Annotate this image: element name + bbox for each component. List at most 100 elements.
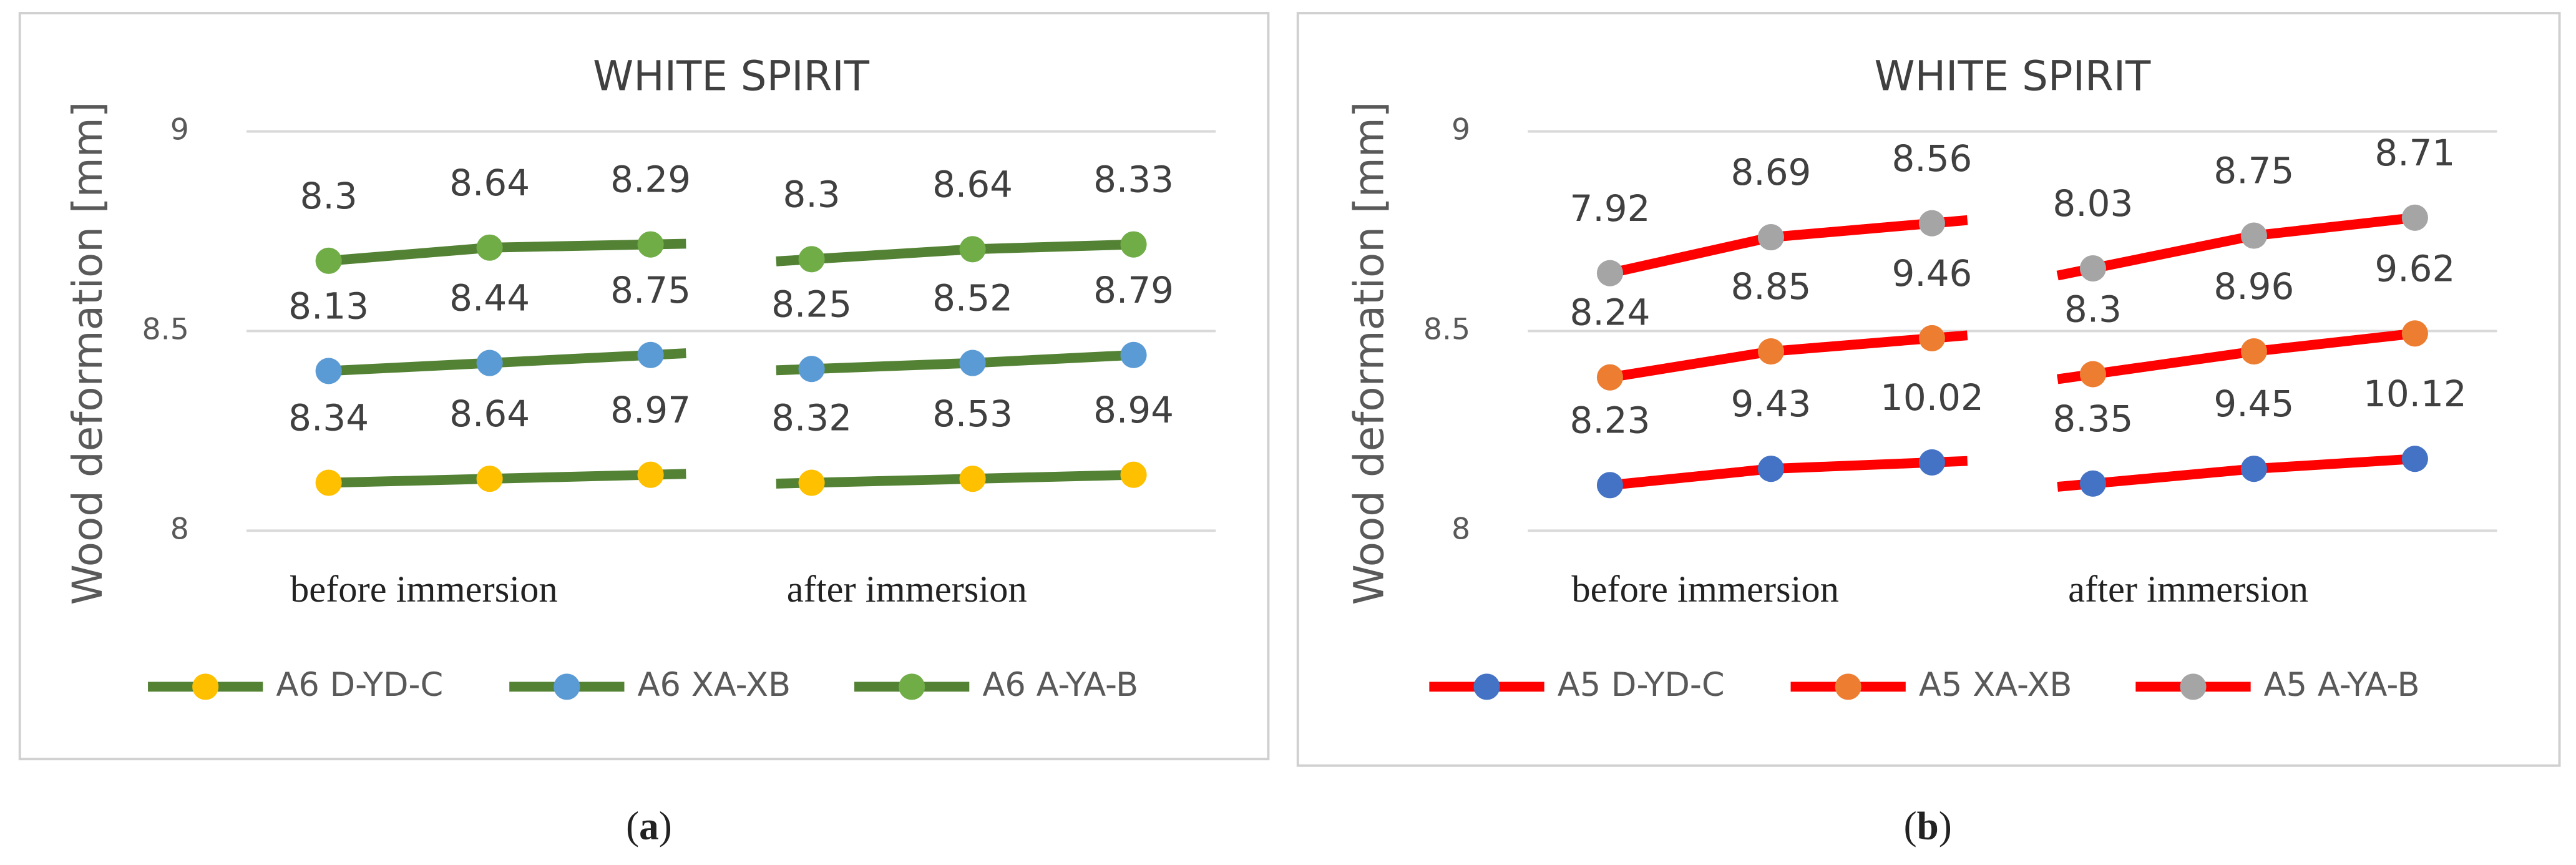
data-label: 8.85 (1730, 265, 1811, 308)
series-line (776, 349, 1134, 376)
data-point (1918, 210, 1945, 237)
x-category-label: before immersion (290, 569, 558, 610)
data-point (2079, 361, 2106, 388)
y-tick-label: 8 (1451, 512, 1470, 546)
data-point (315, 469, 342, 496)
panel-frame (1296, 12, 2561, 767)
data-point (959, 466, 986, 492)
data-label: 8.64 (449, 162, 530, 204)
series-line (776, 469, 1134, 489)
data-label: 9.62 (2374, 247, 2455, 290)
y-axis-label: Wood deformation [mm] (1345, 102, 1393, 605)
data-point (637, 231, 664, 258)
legend-label: A5 D-YD-C (1558, 666, 1725, 704)
data-label: 9.45 (2213, 383, 2294, 425)
data-point (1918, 325, 1945, 352)
data-point (1120, 461, 1147, 488)
caption-letter: a (639, 804, 659, 848)
data-label: 8.3 (300, 175, 358, 217)
caption-letter: b (1917, 804, 1939, 848)
legend-label: A6 XA-XB (638, 666, 791, 704)
data-label: 8.25 (771, 283, 852, 325)
data-label: 8.24 (1569, 291, 1650, 334)
legend-marker (1473, 673, 1500, 700)
data-label: 9.46 (1891, 252, 1972, 295)
data-label: 8.53 (932, 393, 1013, 435)
series-line (2057, 454, 2416, 492)
legend-label: A5 A-YA-B (2264, 666, 2420, 704)
panel-frame (18, 12, 1270, 761)
data-point (2240, 456, 2267, 482)
data-point (1120, 341, 1147, 368)
data-point (476, 349, 503, 376)
data-point (2240, 222, 2267, 249)
data-point (959, 236, 986, 263)
data-label: 8.64 (449, 393, 530, 435)
data-point (315, 358, 342, 384)
data-label: 8.56 (1891, 137, 1972, 180)
legend-label: A6 A-YA-B (982, 666, 1138, 704)
data-label: 8.3 (783, 173, 841, 215)
data-label: 8.71 (2374, 132, 2455, 174)
series-line (328, 469, 686, 488)
data-label: 8.75 (610, 269, 691, 311)
data-label: 8.96 (2213, 265, 2294, 308)
data-point (476, 234, 503, 261)
series-line (1609, 330, 1968, 383)
panel-caption: (a) (626, 804, 672, 848)
data-point (637, 341, 664, 368)
y-tick-label: 9 (170, 113, 189, 147)
data-point (1757, 456, 1785, 482)
data-label: 8.23 (1569, 399, 1650, 441)
legend-marker (1835, 673, 1861, 700)
data-label: 8.29 (610, 159, 691, 201)
data-point (2079, 255, 2106, 282)
x-category-label: before immersion (1571, 569, 1839, 610)
data-label: 8.64 (932, 163, 1013, 205)
data-label: 10.12 (2363, 373, 2467, 415)
x-category-label: after immersion (787, 569, 1027, 610)
series-line (328, 348, 686, 376)
data-point (1596, 472, 1624, 499)
legend-marker (2180, 673, 2207, 700)
legend-marker (899, 673, 925, 700)
data-point (2401, 446, 2428, 472)
data-point (2401, 320, 2428, 347)
data-point (476, 466, 503, 492)
data-label: 8.13 (288, 285, 369, 327)
data-point (637, 461, 664, 488)
legend-marker (192, 673, 219, 700)
data-point (1757, 338, 1785, 365)
series-line (2056, 212, 2416, 281)
data-point (2079, 470, 2106, 497)
y-tick-label: 9 (1451, 113, 1470, 147)
data-label: 8.94 (1093, 389, 1174, 431)
data-label: 8.97 (610, 389, 691, 431)
y-tick-label: 8.5 (142, 312, 189, 346)
data-label: 8.52 (932, 277, 1013, 320)
y-tick-label: 8 (170, 512, 189, 546)
x-category-label: after immersion (2068, 569, 2308, 610)
panel-caption: (b) (1904, 804, 1952, 848)
data-point (798, 246, 825, 273)
series-line (328, 238, 686, 266)
data-label: 8.75 (2213, 150, 2294, 192)
data-label: 8.3 (2064, 288, 2122, 331)
data-label: 8.33 (1093, 159, 1174, 201)
data-point (1120, 231, 1147, 258)
data-point (798, 469, 825, 496)
data-point (959, 349, 986, 376)
data-point (2240, 338, 2267, 365)
data-label: 8.32 (771, 397, 852, 439)
series-line (2057, 328, 2416, 384)
data-label: 8.35 (2052, 398, 2133, 440)
data-label: 8.34 (288, 397, 369, 439)
data-label: 8.03 (2052, 182, 2133, 225)
data-point (798, 356, 825, 383)
data-label: 8.44 (449, 277, 530, 320)
series-line (776, 239, 1134, 266)
data-label: 8.69 (1730, 151, 1811, 193)
y-tick-label: 8.5 (1423, 312, 1470, 346)
chart-title: WHITE SPIRIT (1875, 52, 2152, 100)
